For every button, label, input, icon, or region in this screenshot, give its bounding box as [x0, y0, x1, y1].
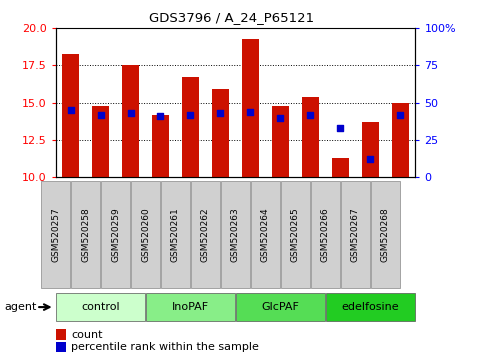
- Bar: [272, 105, 289, 177]
- Text: InoPAF: InoPAF: [172, 302, 209, 312]
- Text: GSM520258: GSM520258: [81, 207, 90, 262]
- Text: GSM520262: GSM520262: [201, 207, 210, 262]
- Text: GSM520259: GSM520259: [111, 207, 120, 262]
- Text: GDS3796 / A_24_P65121: GDS3796 / A_24_P65121: [149, 11, 314, 24]
- Text: control: control: [81, 302, 120, 312]
- Text: count: count: [71, 330, 102, 339]
- Text: GSM520267: GSM520267: [351, 207, 360, 262]
- Bar: [92, 105, 109, 177]
- Bar: [152, 115, 169, 177]
- Text: agent: agent: [5, 302, 37, 312]
- Bar: [122, 65, 139, 177]
- Point: [367, 156, 374, 162]
- Bar: [302, 97, 319, 177]
- Bar: [182, 78, 199, 177]
- Text: GSM520266: GSM520266: [321, 207, 330, 262]
- Bar: [212, 89, 229, 177]
- Point: [186, 112, 194, 118]
- Point: [397, 112, 404, 118]
- Bar: [362, 122, 379, 177]
- Bar: [392, 103, 409, 177]
- Bar: [332, 158, 349, 177]
- Point: [216, 110, 224, 116]
- Point: [307, 112, 314, 118]
- Bar: [62, 53, 79, 177]
- Text: GSM520264: GSM520264: [261, 207, 270, 262]
- Bar: [242, 39, 259, 177]
- Text: GSM520260: GSM520260: [141, 207, 150, 262]
- Text: GSM520268: GSM520268: [381, 207, 390, 262]
- Text: GSM520261: GSM520261: [171, 207, 180, 262]
- Text: GSM520263: GSM520263: [231, 207, 240, 262]
- Point: [277, 115, 284, 120]
- Text: edelfosine: edelfosine: [341, 302, 399, 312]
- Point: [247, 109, 255, 114]
- Text: GlcPAF: GlcPAF: [261, 302, 299, 312]
- Point: [156, 113, 164, 119]
- Point: [337, 125, 344, 131]
- Point: [67, 107, 74, 113]
- Text: GSM520265: GSM520265: [291, 207, 300, 262]
- Point: [97, 112, 104, 118]
- Point: [127, 110, 134, 116]
- Text: GSM520257: GSM520257: [51, 207, 60, 262]
- Text: percentile rank within the sample: percentile rank within the sample: [71, 342, 259, 352]
